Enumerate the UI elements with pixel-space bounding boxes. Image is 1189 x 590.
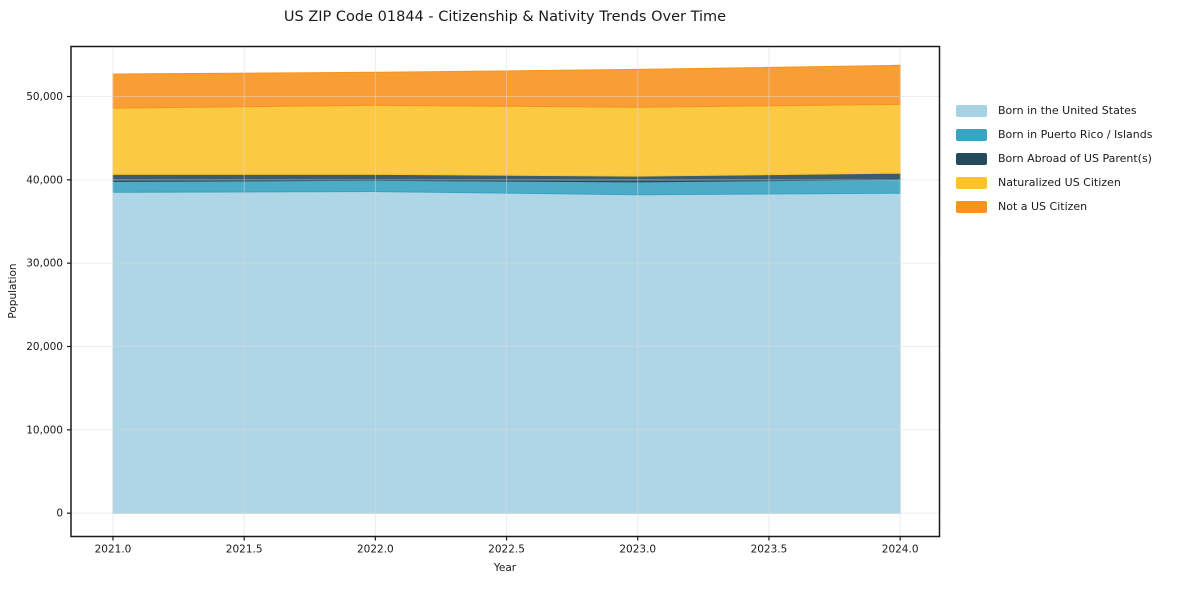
legend-swatch (956, 104, 987, 117)
y-tick-label: 0 (56, 508, 63, 520)
y-axis-label: Population (7, 263, 19, 319)
x-tick-label: 2023.0 (619, 544, 656, 556)
x-tick-label: 2024.0 (882, 544, 919, 556)
axes-spines (70, 45, 941, 538)
legend-label: Naturalized US Citizen (998, 176, 1121, 189)
legend-label: Born Abroad of US Parent(s) (998, 152, 1152, 165)
y-tick-label: 30,000 (26, 258, 63, 270)
legend-swatch (956, 152, 987, 165)
legend-item: Naturalized US Citizen (956, 176, 1152, 189)
legend-item: Born in the United States (956, 104, 1152, 117)
x-tick-label: 2021.5 (226, 544, 263, 556)
legend-swatch (956, 128, 987, 141)
legend-item: Born in Puerto Rico / Islands (956, 128, 1152, 141)
legend-swatch (956, 176, 987, 189)
x-tick-label: 2021.0 (95, 544, 132, 556)
legend-item: Born Abroad of US Parent(s) (956, 152, 1152, 165)
legend-item: Not a US Citizen (956, 200, 1152, 213)
y-tick-label: 50,000 (26, 91, 63, 103)
x-tick-label: 2022.5 (488, 544, 525, 556)
legend-label: Born in the United States (998, 104, 1137, 117)
y-tick-label: 20,000 (26, 341, 63, 353)
chart-title: US ZIP Code 01844 - Citizenship & Nativi… (283, 9, 727, 25)
y-tick-label: 10,000 (26, 424, 63, 436)
legend-label: Born in Puerto Rico / Islands (998, 128, 1153, 141)
legend: Born in the United States Born in Puerto … (956, 104, 1152, 213)
x-tick-label: 2023.5 (751, 544, 788, 556)
x-tick-label: 2022.0 (357, 544, 394, 556)
legend-label: Not a US Citizen (998, 200, 1088, 213)
legend-swatch (956, 200, 987, 213)
y-tick-label: 40,000 (26, 174, 63, 186)
x-axis-label: Year (493, 562, 517, 574)
